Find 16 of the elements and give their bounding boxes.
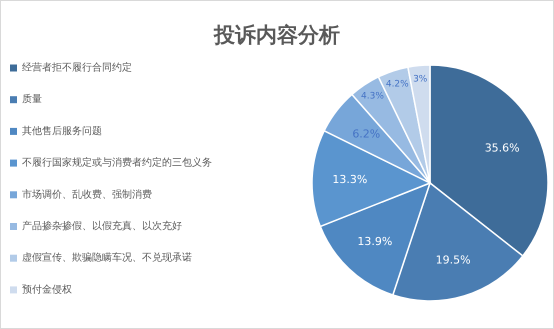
legend-label: 不履行国家规定或与消费者约定的三包义务	[22, 156, 212, 169]
data-label: 13.9%	[357, 234, 392, 248]
data-label: 13.3%	[332, 173, 368, 186]
data-label: 3%	[413, 74, 428, 85]
data-label: 4.2%	[386, 79, 410, 90]
legend-label: 虚假宣传、欺骗隐瞒车况、不兑现承诺	[22, 252, 192, 264]
data-label: 35.6%	[484, 141, 520, 154]
data-label: 19.5%	[436, 253, 471, 266]
legend-label: 市场调价、乱收费、强制消费	[22, 188, 152, 200]
legend-label: 产品掺杂掺假、以假充真、以次充好	[22, 220, 182, 232]
legend-label: 其他售后服务问题	[22, 124, 102, 137]
legend-label: 经营者拒不履行合同约定	[22, 62, 132, 74]
legend-label: 预付金侵权	[22, 283, 72, 296]
legend-label: 质量	[22, 93, 42, 106]
data-label: 4.3%	[361, 92, 384, 102]
chart-title: 投诉内容分析	[213, 23, 340, 47]
